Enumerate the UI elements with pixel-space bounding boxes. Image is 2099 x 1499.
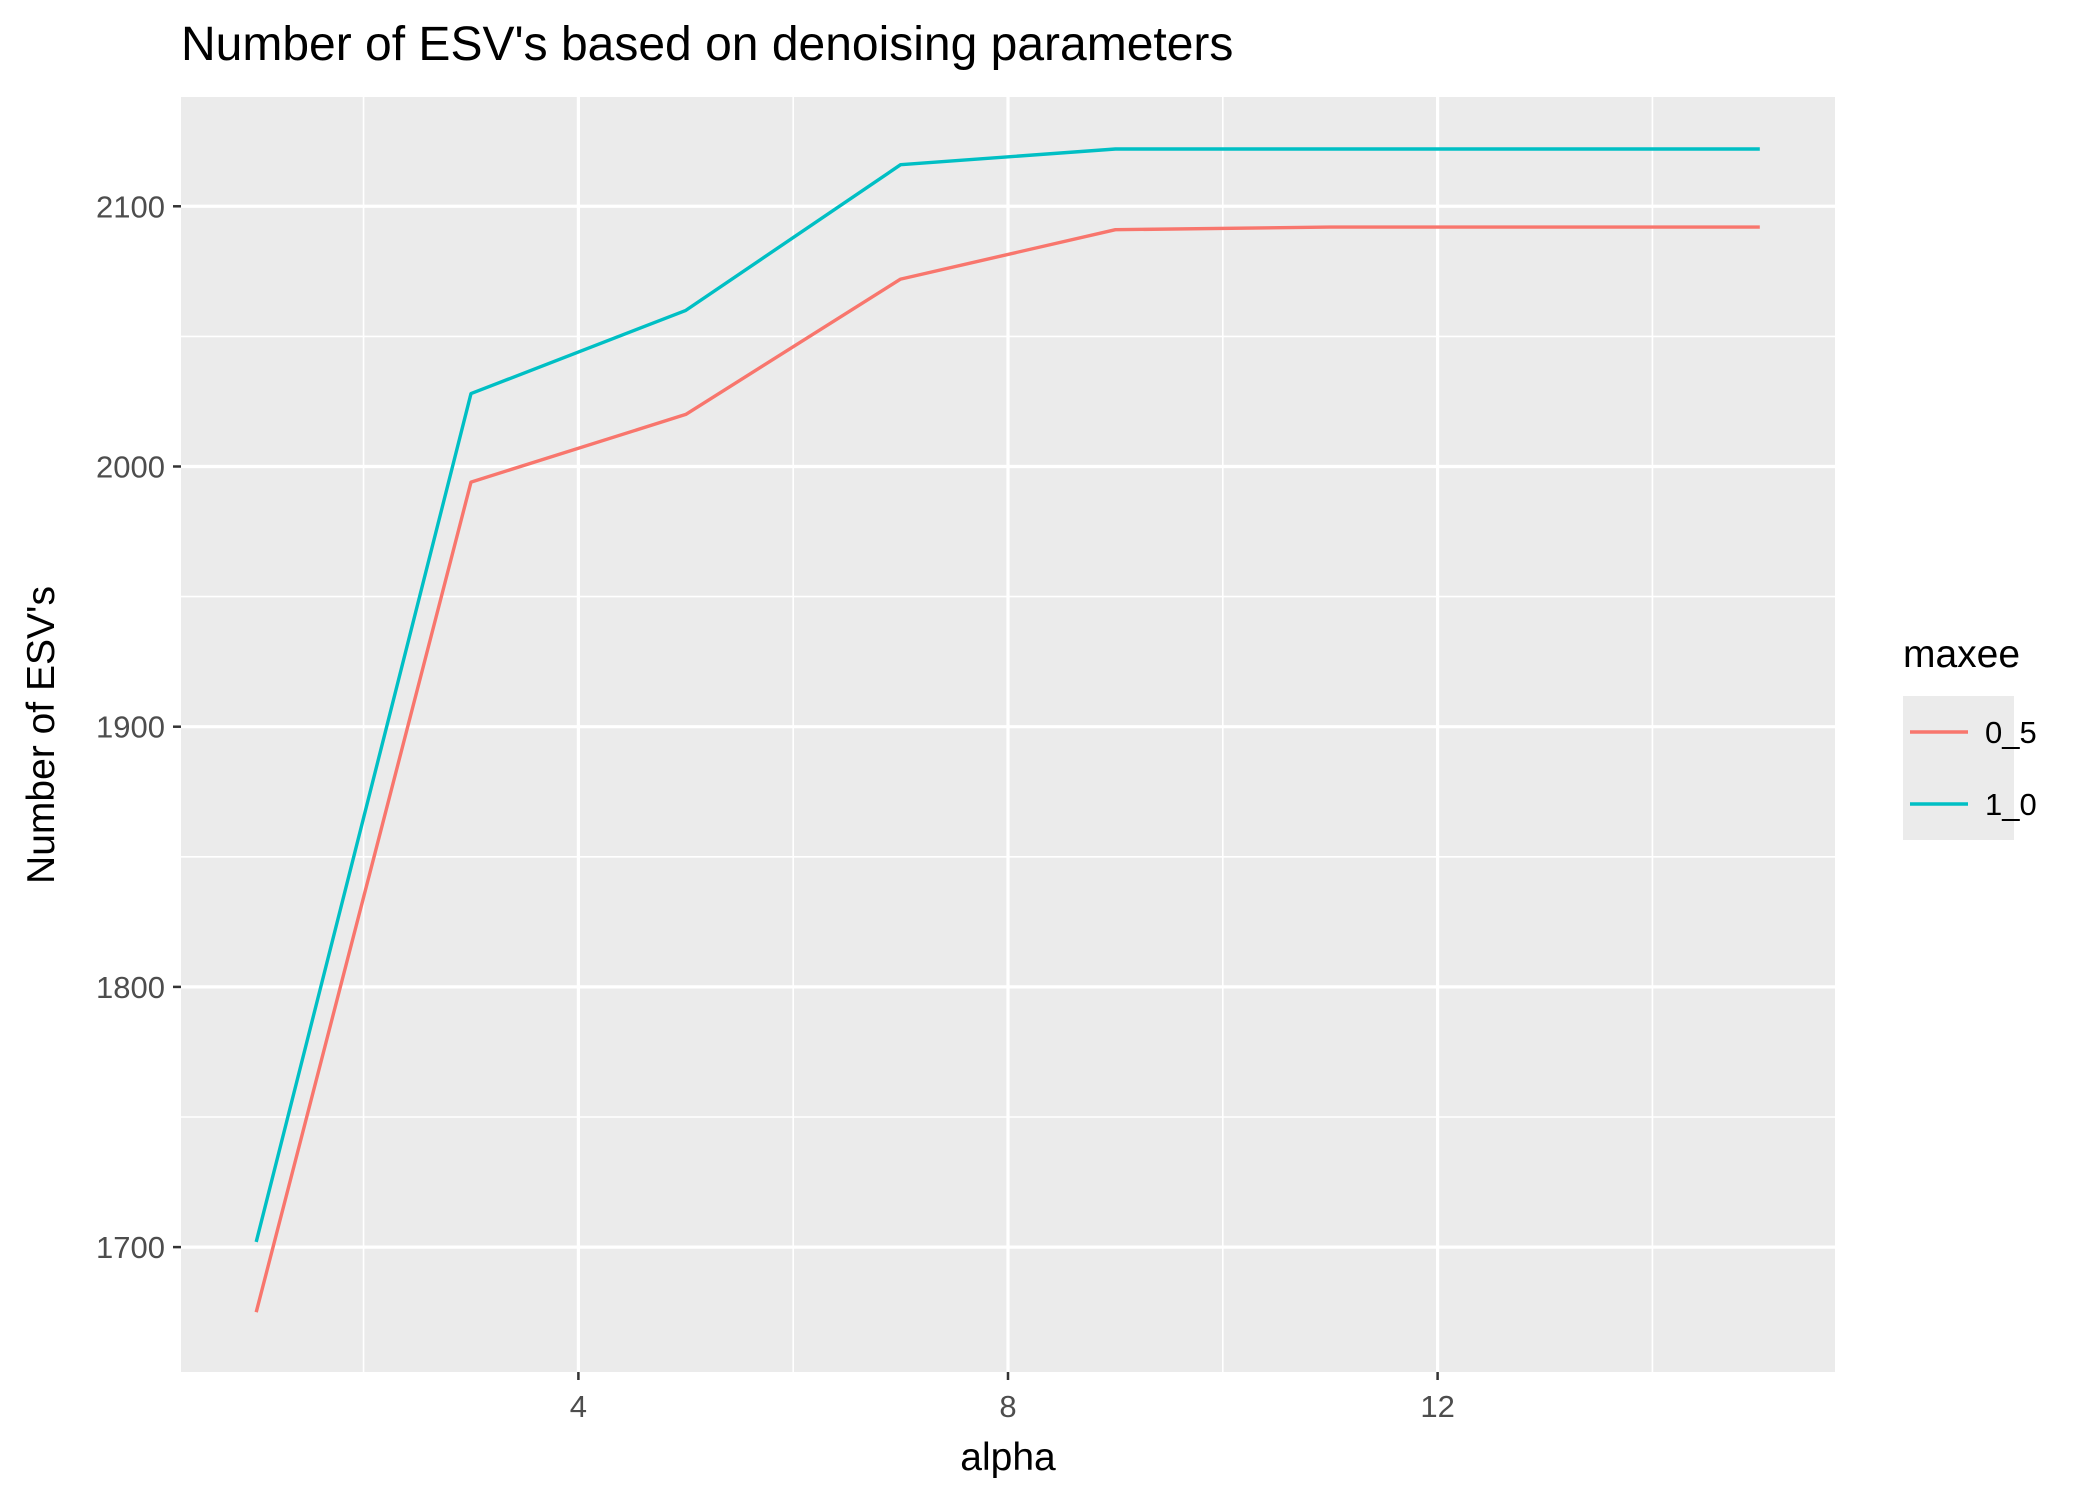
y-axis-title: Number of ESV's	[20, 586, 63, 884]
series-line-1_0	[254, 147, 1760, 1243]
y-tick-label: 1700	[96, 1230, 165, 1265]
legend: maxee 0_5 1_0	[1903, 633, 2037, 840]
major-gridlines	[181, 97, 1835, 1372]
series-line-0_5	[254, 225, 1760, 1313]
legend-label-1_0: 1_0	[1985, 787, 2037, 822]
y-tick-label: 2100	[96, 189, 165, 224]
y-tick-label: 1900	[96, 710, 165, 745]
legend-label-0_5: 0_5	[1985, 715, 2037, 750]
legend-key-background	[1903, 696, 2014, 840]
x-axis-ticks: 4 8 12	[570, 1372, 1455, 1424]
y-tick-label: 1800	[96, 970, 165, 1005]
x-tick-label: 8	[999, 1389, 1016, 1424]
x-tick-label: 12	[1420, 1389, 1454, 1424]
series-lines	[254, 147, 1760, 1313]
legend-title: maxee	[1903, 633, 2020, 676]
y-axis-ticks: 1700 1800 1900 2000 2100	[96, 189, 181, 1265]
x-axis-title: alpha	[960, 1436, 1056, 1479]
y-tick-label: 2000	[96, 449, 165, 484]
x-tick-label: 4	[570, 1389, 587, 1424]
chart-title: Number of ESV's based on denoising param…	[181, 18, 1233, 71]
legend-items: 0_5 1_0	[1910, 715, 2037, 822]
